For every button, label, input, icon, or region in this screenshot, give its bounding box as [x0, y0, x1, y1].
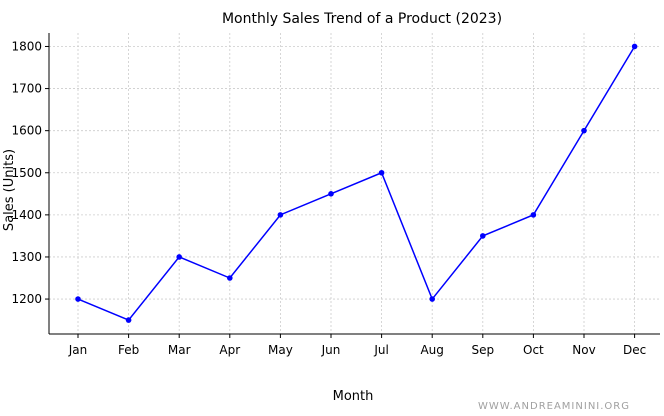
x-axis-label: Month: [333, 389, 374, 404]
x-tick-label: May: [268, 343, 293, 357]
y-tick-label: 1700: [11, 82, 42, 96]
x-tick-label: Dec: [623, 343, 646, 357]
series: [75, 43, 638, 323]
chart-title: Monthly Sales Trend of a Product (2023): [222, 11, 502, 27]
x-tick-label: Feb: [118, 343, 139, 357]
y-tick-label: 1400: [11, 208, 42, 222]
data-point: [581, 127, 587, 134]
x-tick-label: Jan: [68, 343, 88, 357]
data-point: [75, 296, 81, 302]
ticks: Jan Feb Mar Apr May Jun Jul Aug Sep Oct Nov Dec 1200…: [11, 39, 646, 357]
y-axis-label: Sales (Units): [2, 149, 17, 231]
y-tick-label: 1200: [11, 292, 42, 306]
x-tick-label: Nov: [572, 343, 595, 357]
data-point: [227, 275, 233, 281]
y-tick-label: 1600: [11, 124, 42, 138]
y-tick-label: 1300: [11, 250, 42, 264]
data-point: [530, 212, 537, 218]
x-tick-label: Apr: [219, 343, 240, 357]
data-point: [631, 43, 638, 50]
series-line: [77, 46, 636, 322]
y-tick-label: 1800: [11, 39, 42, 53]
data-point: [176, 254, 182, 260]
data-point: [328, 191, 334, 197]
data-point: [125, 317, 132, 323]
x-tick-label: Jul: [373, 343, 388, 357]
axes: [48, 33, 660, 335]
data-point: [480, 233, 486, 239]
data-point: [277, 212, 284, 218]
y-tick-label: 1500: [11, 166, 42, 180]
data-point: [378, 169, 385, 176]
x-tick-label: Jun: [321, 343, 341, 357]
x-tick-label: Mar: [168, 343, 191, 357]
x-tick-label: Sep: [471, 343, 494, 357]
x-tick-label: Aug: [420, 343, 443, 357]
watermark: WWW.ANDREAMININI.ORG: [478, 401, 630, 412]
grid: [49, 33, 660, 334]
x-tick-label: Oct: [523, 343, 544, 357]
data-point: [429, 296, 436, 302]
